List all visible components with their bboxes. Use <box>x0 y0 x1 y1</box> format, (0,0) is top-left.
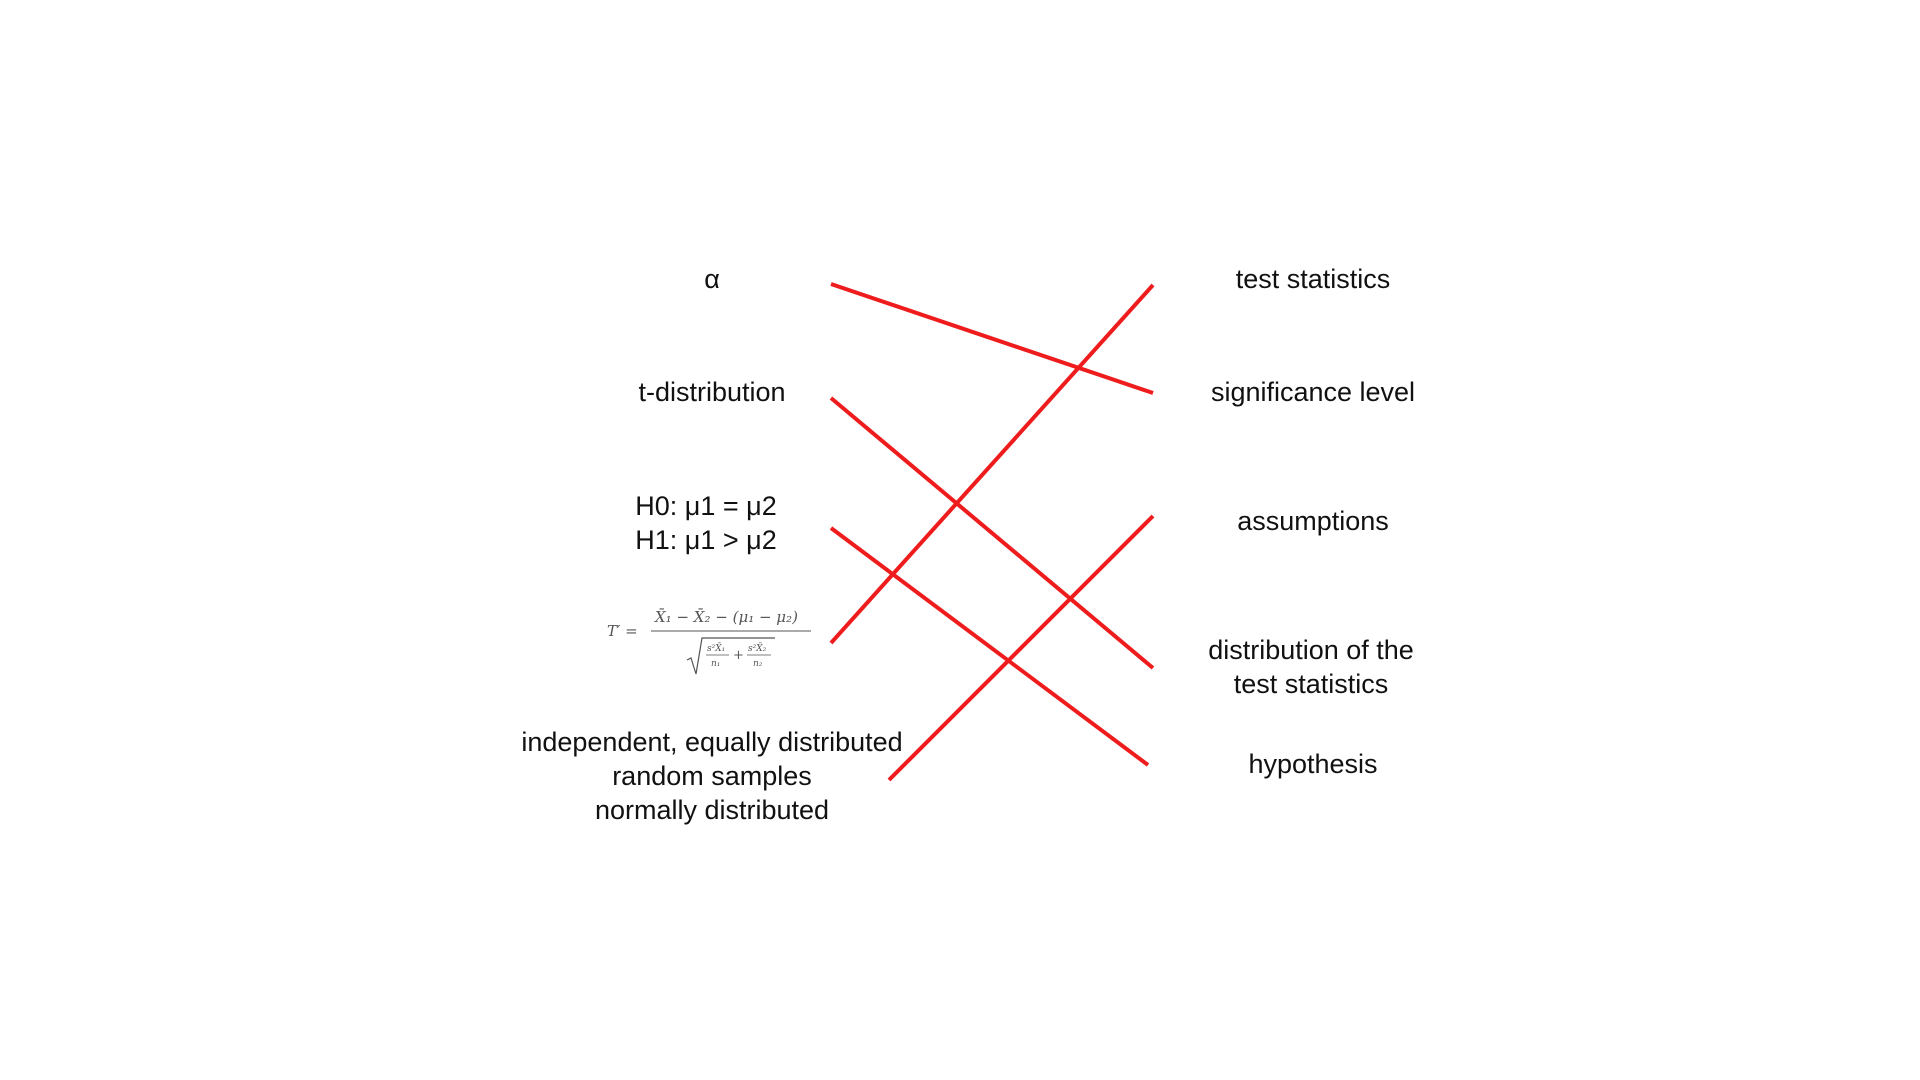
samples-line-3: normally distributed <box>594 795 830 825</box>
samples-line-2: random samples <box>612 761 812 791</box>
right-item-hypothesis: hypothesis <box>1248 747 1377 781</box>
connector-samples-to-assumptions <box>887 514 1155 782</box>
formula-den-right-bottom: n₂ <box>753 659 763 669</box>
distribution-line-1: distribution of the <box>1208 635 1414 665</box>
right-item-significance-level: significance level <box>1211 375 1415 409</box>
alpha-label: α <box>704 264 720 294</box>
significance-level-label: significance level <box>1210 377 1416 407</box>
welch-t-statistic-formula: T′ = X̄₁ − X̄₂ − (μ₁ − μ₂) s²X̄₁ n₁ + s²… <box>607 608 811 675</box>
t-distribution-label: t-distribution <box>638 377 786 407</box>
formula-sqrt-sign <box>686 637 775 675</box>
connector-formula-to-test-statistics <box>829 283 1155 645</box>
formula-plus: + <box>733 648 744 663</box>
hypothesis-label: hypothesis <box>1248 749 1378 779</box>
left-item-t-distribution: t-distribution <box>638 375 785 409</box>
samples-line-1: independent, equally distributed <box>521 727 903 757</box>
right-item-test-statistics: test statistics <box>1236 262 1391 296</box>
test-statistics-label: test statistics <box>1235 264 1391 294</box>
right-item-distribution: distribution of the test statistics <box>1208 633 1414 701</box>
formula-den-left-top: s²X̄₁ <box>707 642 725 654</box>
formula-den-left-bottom: n₁ <box>711 659 720 669</box>
connector-t-distribution-to-distribution <box>829 396 1155 670</box>
connector-alpha-to-significance-level <box>830 282 1154 395</box>
right-item-assumptions: assumptions <box>1237 504 1389 538</box>
distribution-line-2: test statistics <box>1233 669 1389 699</box>
formula-lhs: T′ = <box>607 622 638 640</box>
left-item-hypotheses: H0: μ1 = μ2 H1: μ1 > μ2 <box>635 489 776 557</box>
null-hypothesis-label: H0: μ1 = μ2 <box>635 491 777 521</box>
formula-numerator: X̄₁ − X̄₂ − (μ₁ − μ₂) <box>654 608 798 626</box>
assumptions-label: assumptions <box>1237 506 1389 536</box>
left-item-samples: independent, equally distributed random … <box>521 725 902 827</box>
left-item-alpha: α <box>704 262 720 296</box>
connector-hypotheses-to-hypothesis <box>829 526 1150 767</box>
alternative-hypothesis-label: H1: μ1 > μ2 <box>635 525 777 555</box>
formula-den-right-top: s²X̄₂ <box>748 642 767 654</box>
